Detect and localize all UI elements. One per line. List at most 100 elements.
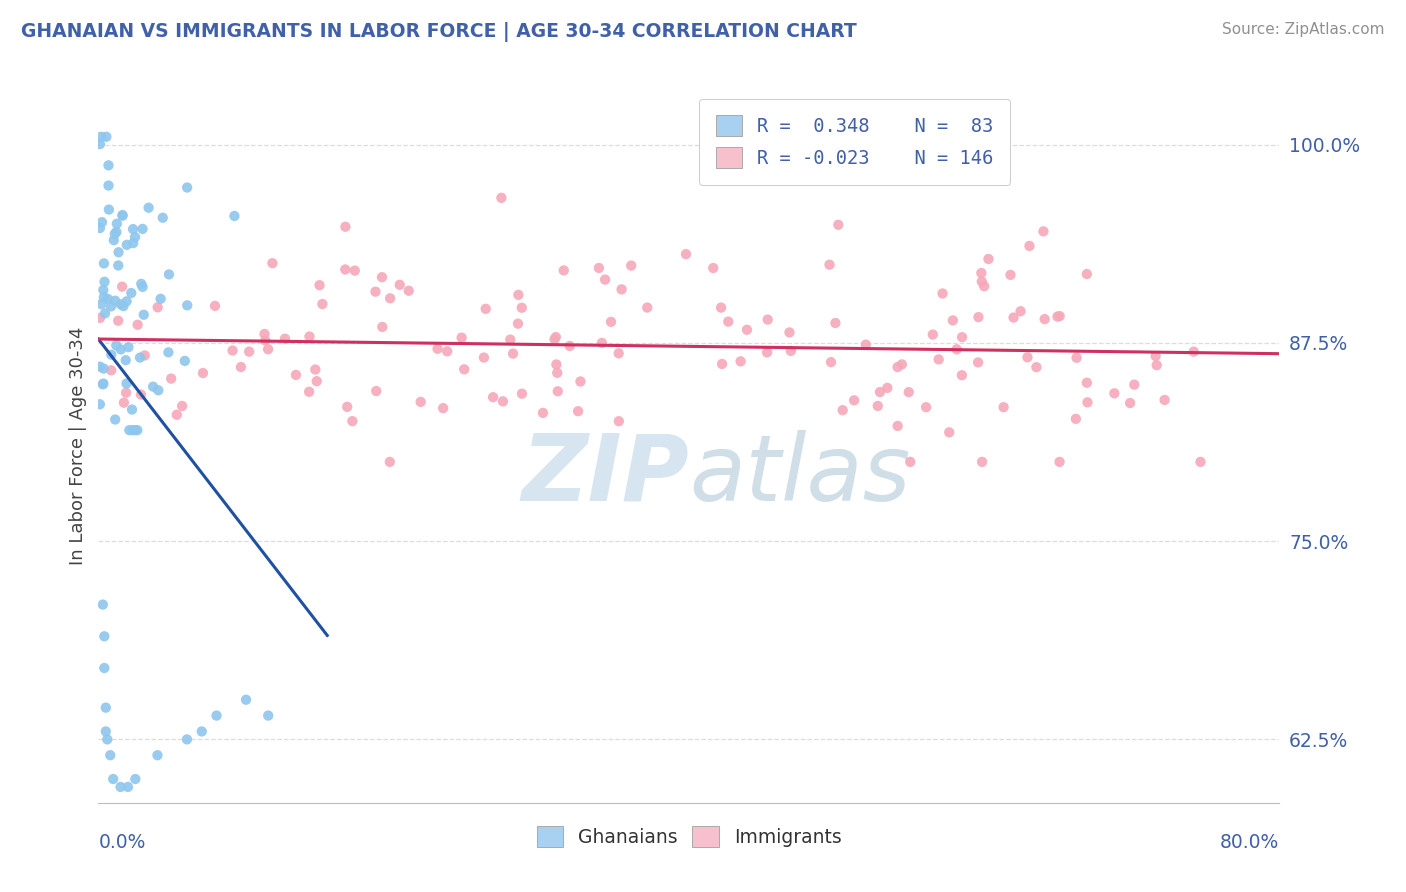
- Point: [426, 342, 449, 356]
- Point: [121, 402, 143, 417]
- Point: [97, 202, 120, 217]
- Point: [510, 386, 533, 401]
- Point: [308, 278, 330, 293]
- Point: [94, 700, 117, 714]
- Point: [453, 362, 475, 376]
- Point: [510, 301, 533, 315]
- Point: [436, 344, 458, 359]
- Point: [366, 384, 388, 398]
- Point: [93, 290, 115, 304]
- Point: [553, 263, 575, 277]
- Point: [1032, 224, 1054, 238]
- Point: [112, 299, 135, 313]
- Point: [146, 748, 169, 763]
- Point: [890, 358, 912, 372]
- Point: [132, 308, 155, 322]
- Point: [967, 355, 990, 369]
- Point: [876, 381, 898, 395]
- Point: [191, 366, 214, 380]
- Point: [305, 374, 328, 388]
- Point: [546, 366, 568, 380]
- Point: [591, 335, 613, 350]
- Point: [779, 326, 801, 340]
- Point: [94, 724, 117, 739]
- Point: [122, 222, 145, 236]
- Point: [567, 404, 589, 418]
- Point: [1119, 396, 1142, 410]
- Text: Source: ZipAtlas.com: Source: ZipAtlas.com: [1222, 22, 1385, 37]
- Point: [343, 263, 366, 277]
- Point: [89, 359, 111, 374]
- Point: [89, 397, 111, 411]
- Point: [90, 297, 112, 311]
- Point: [1017, 351, 1039, 365]
- Point: [607, 414, 630, 428]
- Point: [336, 400, 359, 414]
- Point: [993, 400, 1015, 414]
- Point: [967, 310, 990, 325]
- Point: [588, 260, 610, 275]
- Point: [1018, 239, 1040, 253]
- Point: [1076, 395, 1098, 409]
- Point: [93, 361, 115, 376]
- Point: [1049, 309, 1071, 323]
- Point: [915, 401, 938, 415]
- Point: [107, 245, 129, 260]
- Point: [371, 270, 394, 285]
- Point: [735, 323, 758, 337]
- Point: [93, 661, 115, 675]
- Point: [166, 408, 188, 422]
- Y-axis label: In Labor Force | Age 30-34: In Labor Force | Age 30-34: [69, 326, 87, 566]
- Point: [257, 708, 280, 723]
- Point: [93, 256, 115, 270]
- Point: [284, 368, 307, 382]
- Point: [499, 333, 522, 347]
- Point: [491, 191, 513, 205]
- Point: [105, 217, 128, 231]
- Point: [98, 748, 121, 763]
- Point: [1076, 376, 1098, 390]
- Point: [977, 252, 1000, 266]
- Point: [173, 354, 195, 368]
- Point: [104, 412, 127, 426]
- Point: [118, 423, 141, 437]
- Point: [931, 286, 953, 301]
- Point: [129, 387, 152, 401]
- Point: [115, 385, 138, 400]
- Point: [472, 351, 495, 365]
- Point: [378, 455, 401, 469]
- Point: [304, 362, 326, 376]
- Point: [262, 256, 284, 270]
- Point: [1076, 267, 1098, 281]
- Point: [152, 211, 174, 225]
- Point: [820, 355, 842, 369]
- Point: [97, 158, 120, 172]
- Point: [176, 180, 198, 194]
- Point: [1123, 377, 1146, 392]
- Point: [100, 300, 122, 314]
- Point: [492, 394, 515, 409]
- Point: [127, 423, 149, 437]
- Point: [205, 708, 228, 723]
- Point: [91, 283, 114, 297]
- Point: [610, 282, 633, 296]
- Point: [124, 772, 146, 786]
- Point: [544, 330, 567, 344]
- Point: [855, 337, 877, 351]
- Point: [103, 772, 125, 786]
- Point: [110, 343, 132, 357]
- Point: [950, 368, 973, 383]
- Point: [311, 297, 333, 311]
- Point: [115, 237, 138, 252]
- Point: [1025, 360, 1047, 375]
- Point: [191, 724, 214, 739]
- Point: [134, 348, 156, 362]
- Point: [257, 343, 280, 357]
- Text: 80.0%: 80.0%: [1220, 833, 1279, 853]
- Point: [756, 312, 779, 326]
- Point: [1146, 358, 1168, 372]
- Point: [117, 340, 139, 354]
- Point: [1153, 392, 1175, 407]
- Point: [600, 315, 623, 329]
- Point: [111, 279, 134, 293]
